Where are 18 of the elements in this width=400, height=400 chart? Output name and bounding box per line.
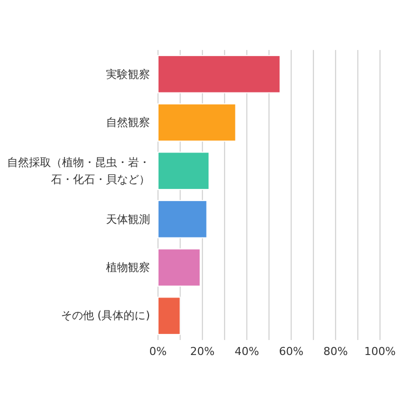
bar [158,152,210,190]
bar [158,55,281,94]
y-tick-label: 天体観測 [105,212,150,228]
y-tick-label: 自然採取（植物・昆虫・岩・石・化石・貝など） [6,154,150,188]
bar [158,200,208,238]
y-tick-label: 自然観察 [105,114,150,131]
x-tick-label: 60% [278,345,304,358]
x-tick-label: 40% [234,345,260,358]
x-tick-label: 100% [364,345,396,358]
x-tick-label: 80% [323,345,348,358]
y-tick-label: その他 (具体的に) [60,308,150,324]
x-tick-label: 20% [190,345,215,358]
y-tick-label: 実験観察 [105,66,150,83]
bar [158,296,181,335]
x-tick-label: 0% [149,345,167,358]
bar [158,248,201,287]
bar [158,103,236,142]
y-tick-label: 植物観察 [105,260,150,276]
